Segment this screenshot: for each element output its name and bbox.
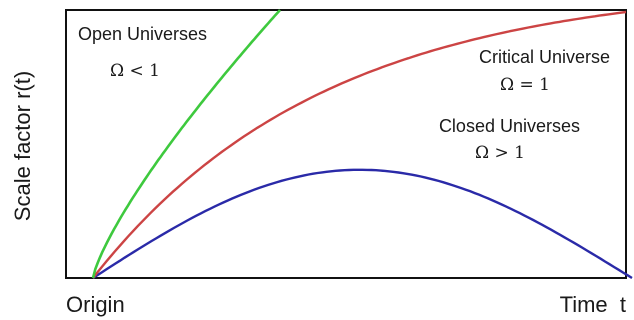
closed-universe-condition: Ω > 1 xyxy=(475,143,525,163)
critical-universe-condition: Ω = 1 xyxy=(500,75,550,95)
x-axis-time-label: Time t xyxy=(560,292,626,317)
x-axis-origin-label: Origin xyxy=(66,292,125,317)
open-universe-curve xyxy=(93,10,280,278)
closed-universe-curve xyxy=(93,170,632,278)
closed-universe-label: Closed Universes xyxy=(439,116,580,136)
y-axis-label: Scale factor r(t) xyxy=(10,71,35,221)
open-universe-label: Open Universes xyxy=(78,24,207,44)
critical-universe-label: Critical Universe xyxy=(479,47,610,67)
open-universe-condition: Ω < 1 xyxy=(110,61,160,81)
